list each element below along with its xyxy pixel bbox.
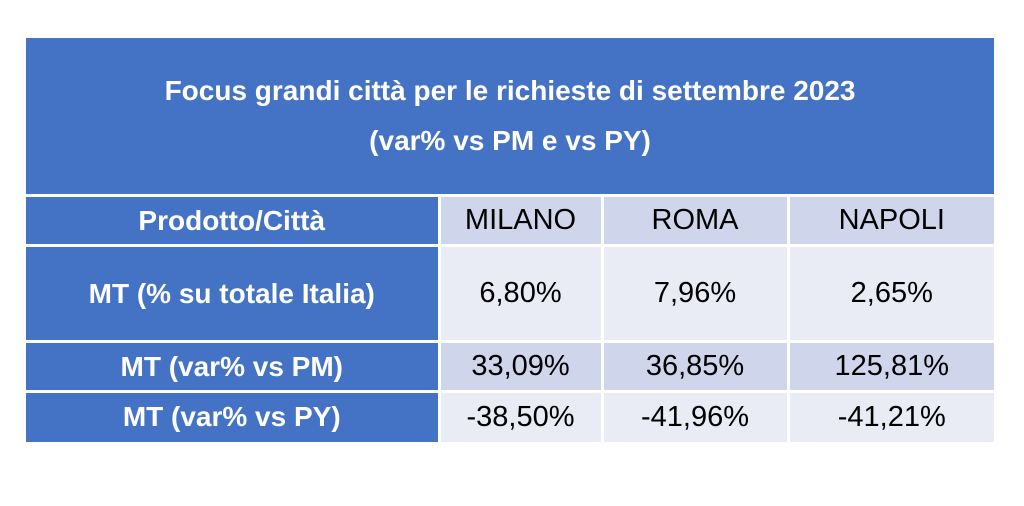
value-cell: 33,09% (437, 341, 602, 393)
row-label: MT (% su totale Italia) (26, 245, 439, 343)
title-row: Focus grandi città per le richieste di s… (26, 38, 995, 197)
table-title-cell: Focus grandi città per le richieste di s… (26, 38, 995, 197)
value-cell: 125,81% (786, 341, 995, 393)
table-subtitle: (var% vs PM e vs PY) (369, 125, 651, 156)
column-header-roma: ROMA (600, 195, 788, 247)
value-cell: 7,96% (600, 245, 788, 343)
city-focus-table-container: Focus grandi città per le richieste di s… (26, 38, 995, 442)
value-cell: -41,96% (600, 391, 788, 442)
table-row-share-italia: MT (% su totale Italia) 6,80% 7,96% 2,65… (26, 245, 995, 343)
value-cell: -38,50% (437, 391, 602, 442)
row-label: MT (var% vs PY) (26, 391, 439, 442)
table-row-var-pm: MT (var% vs PM) 33,09% 36,85% 125,81% (26, 341, 995, 393)
value-cell: 2,65% (786, 245, 995, 343)
column-header-milano: MILANO (437, 195, 602, 247)
header-row: Prodotto/Città MILANO ROMA NAPOLI (26, 195, 995, 247)
row-label: MT (var% vs PM) (26, 341, 439, 393)
city-focus-table: Focus grandi città per le richieste di s… (26, 38, 995, 442)
column-header-napoli: NAPOLI (786, 195, 995, 247)
value-cell: 36,85% (600, 341, 788, 393)
table-row-var-py: MT (var% vs PY) -38,50% -41,96% -41,21% (26, 391, 995, 442)
value-cell: -41,21% (786, 391, 995, 442)
header-label: Prodotto/Città (26, 195, 439, 247)
table-title: Focus grandi città per le richieste di s… (164, 75, 856, 106)
value-cell: 6,80% (437, 245, 602, 343)
